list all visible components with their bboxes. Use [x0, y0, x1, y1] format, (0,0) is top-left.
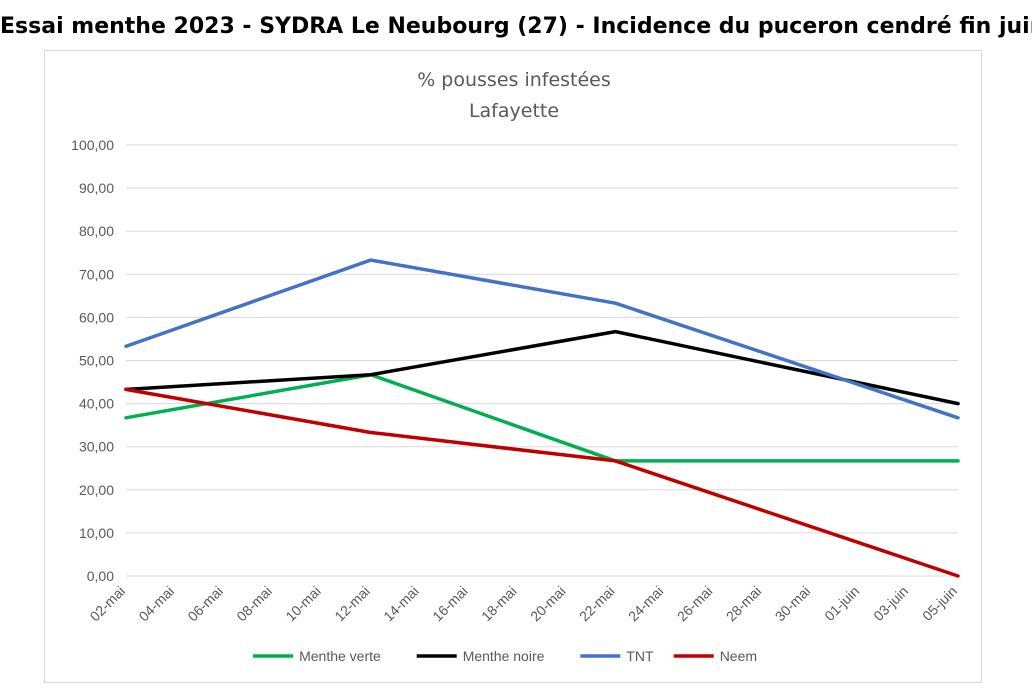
legend-label: Menthe verte [299, 648, 381, 664]
chart-title: % pousses infestées [417, 69, 611, 91]
y-tick-label: 100,00 [71, 137, 114, 153]
x-tick-label: 02-mai [87, 583, 129, 625]
y-tick-label: 50,00 [79, 353, 114, 369]
legend-label: TNT [626, 648, 654, 664]
x-tick-label: 14-mai [380, 583, 422, 625]
x-tick-label: 30-mai [772, 583, 814, 625]
y-tick-label: 90,00 [79, 180, 114, 196]
page-title: Essai menthe 2023 - SYDRA Le Neubourg (2… [0, 14, 1032, 39]
x-tick-label: 08-mai [233, 583, 275, 625]
y-tick-label: 70,00 [79, 266, 114, 282]
legend-label: Neem [720, 648, 757, 664]
x-tick-label: 28-mai [723, 583, 765, 625]
x-tick-label: 05-juin [919, 583, 960, 624]
chart-frame: % pousses infestées Lafayette 0,00 10,00 2… [44, 50, 982, 683]
x-tick-label: 12-mai [331, 583, 373, 625]
x-tick-label: 18-mai [478, 583, 520, 625]
x-tick-label: 16-mai [429, 583, 471, 625]
series-line-tnt [124, 258, 960, 420]
x-tick-label: 24-mai [625, 583, 667, 625]
y-tick-label: 0,00 [87, 568, 114, 584]
y-tick-label: 10,00 [79, 525, 114, 541]
series-line-neem [124, 387, 960, 578]
y-tick-label: 30,00 [79, 439, 114, 455]
y-tick-label: 20,00 [79, 482, 114, 498]
x-tick-label: 10-mai [282, 583, 324, 625]
x-tick-label: 26-mai [674, 583, 716, 625]
chart-subtitle: Lafayette [469, 100, 559, 122]
x-axis-tick-labels: 02-mai 04-mai 06-mai 08-mai 10-mai 12-mai 14-m… [87, 583, 961, 625]
series-line-menthe-noire [124, 329, 960, 406]
y-tick-label: 80,00 [79, 223, 114, 239]
y-tick-label: 40,00 [79, 396, 114, 412]
series-lines [124, 258, 960, 578]
x-tick-label: 22-mai [576, 583, 618, 625]
x-tick-label: 20-mai [527, 583, 569, 625]
legend: Menthe verte Menthe noire TNT Neem [253, 648, 757, 664]
x-tick-label: 03-juin [870, 583, 911, 624]
x-tick-label: 06-mai [184, 583, 226, 625]
series-line-menthe-verte [124, 372, 960, 463]
y-axis-tick-labels: 0,00 10,00 20,00 30,00 40,00 50,00 60,00 70,00 8… [71, 137, 114, 584]
gridlines [126, 144, 958, 577]
legend-label: Menthe noire [463, 648, 545, 664]
line-chart: % pousses infestées Lafayette 0,00 10,00 2… [71, 69, 961, 664]
y-tick-label: 60,00 [79, 309, 114, 325]
x-tick-label: 01-juin [821, 583, 862, 624]
x-tick-label: 04-mai [135, 583, 177, 625]
